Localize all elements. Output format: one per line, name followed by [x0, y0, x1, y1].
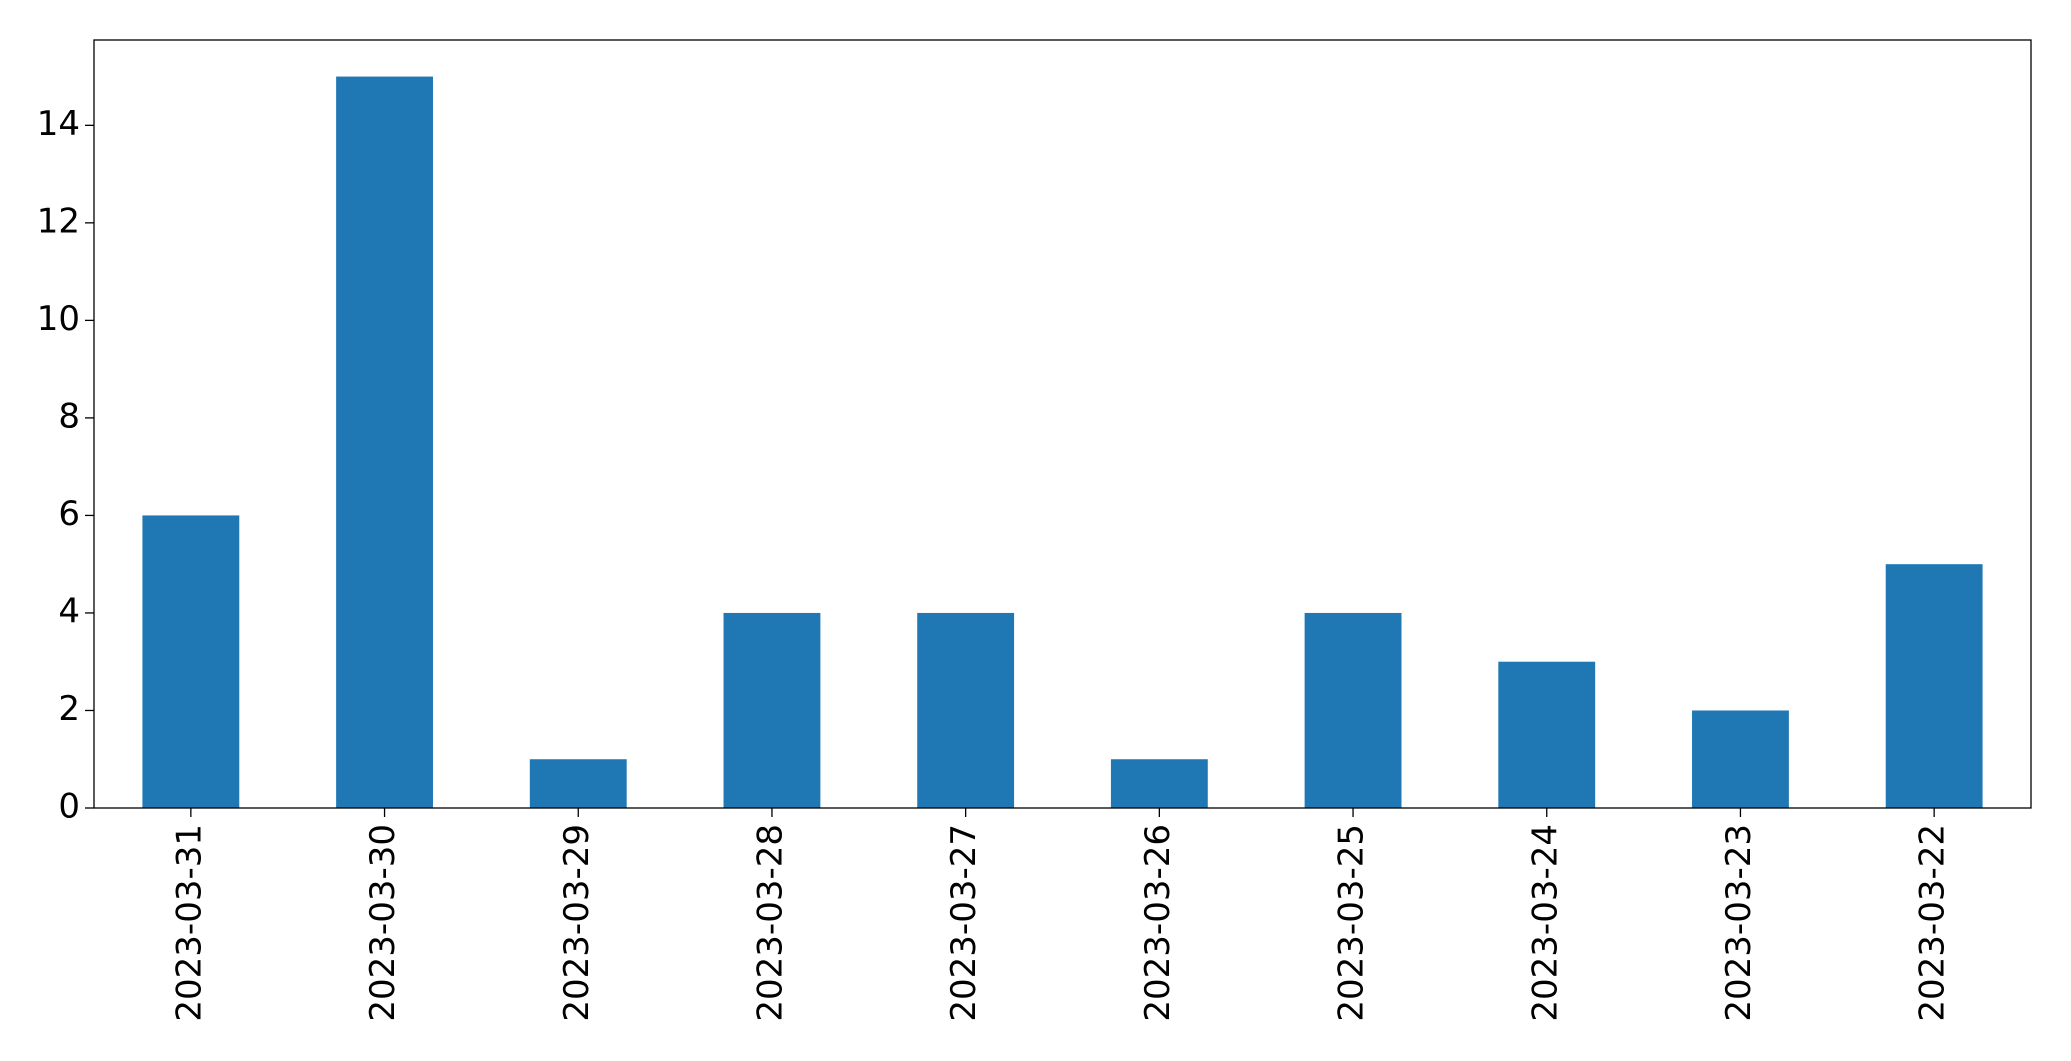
y-tick-label: 0: [58, 787, 80, 827]
bar: [917, 612, 1015, 808]
y-tick-label: 10: [37, 299, 80, 339]
bar: [142, 515, 240, 808]
bar: [723, 612, 821, 808]
x-tick-label: 2023-03-25: [1332, 824, 1372, 1022]
x-tick-label: 2023-03-28: [750, 824, 790, 1022]
x-tick-label: 2023-03-31: [169, 824, 209, 1022]
x-tick-label: 2023-03-23: [1719, 824, 1759, 1022]
bar: [1498, 661, 1596, 808]
bar: [336, 76, 433, 809]
y-tick-label: 6: [58, 494, 80, 534]
y-tick-label: 8: [58, 396, 80, 436]
y-tick-label: 4: [58, 591, 80, 631]
x-tick-label: 2023-03-30: [363, 824, 403, 1022]
plot-frame: [93, 39, 2032, 809]
x-tick-label: 2023-03-29: [557, 824, 597, 1022]
bar: [1692, 710, 1789, 808]
y-tick-label: 12: [37, 201, 80, 241]
bar: [1110, 759, 1208, 808]
y-tick-label: 2: [58, 689, 80, 729]
x-tick-label: 2023-03-24: [1525, 824, 1565, 1022]
bar: [1304, 612, 1402, 808]
bar: [529, 759, 627, 808]
x-tick-label: 2023-03-27: [944, 824, 984, 1022]
x-tick-label: 2023-03-26: [1138, 824, 1178, 1022]
bar: [1885, 564, 1983, 808]
y-tick-label: 14: [37, 104, 80, 144]
x-tick-label: 2023-03-22: [1913, 824, 1953, 1022]
